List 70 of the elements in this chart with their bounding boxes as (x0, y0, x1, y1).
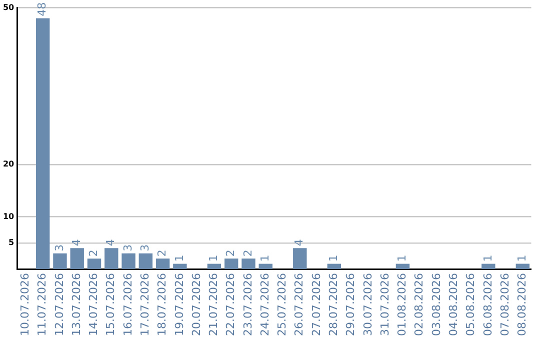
bar (242, 258, 256, 270)
data-label: 3 (52, 244, 66, 252)
x-tick-label: 08.08.2026 (516, 273, 529, 336)
x-tick-label: 12.07.2026 (52, 273, 66, 336)
x-tick-label: 07.08.2026 (498, 273, 512, 336)
x-tick-label: 05.08.2026 (464, 273, 478, 336)
data-label: 1 (207, 254, 220, 262)
data-label: 2 (156, 250, 169, 257)
bar (258, 264, 272, 270)
data-label: 4 (70, 239, 83, 246)
x-tick-label: 01.08.2026 (396, 273, 409, 336)
x-tick-label: 23.07.2026 (241, 273, 254, 336)
bar (87, 258, 102, 270)
x-tick-label: 20.07.2026 (190, 273, 203, 336)
x-tick-label: 03.08.2026 (430, 273, 443, 336)
data-label: 1 (396, 254, 409, 262)
x-tick-label: 04.08.2026 (446, 273, 460, 336)
bar (516, 264, 530, 270)
x-tick-label: 31.07.2026 (378, 273, 392, 336)
bar (36, 18, 50, 270)
bar (327, 264, 342, 270)
data-label: 3 (138, 244, 152, 252)
data-label: 1 (481, 254, 494, 262)
data-label: 2 (87, 250, 100, 257)
y-tick-label: 20 (2, 160, 15, 169)
data-label: 4 (104, 239, 118, 246)
y-tick-label: 5 (8, 238, 15, 247)
x-tick-label: 25.07.2026 (276, 273, 289, 336)
x-tick-label: 19.07.2026 (172, 273, 186, 336)
bar (138, 253, 153, 270)
data-label: 3 (121, 244, 134, 252)
x-tick-label: 10.07.2026 (18, 273, 32, 336)
data-label: 1 (327, 254, 340, 262)
x-tick-label: 14.07.2026 (87, 273, 100, 336)
bar (293, 248, 307, 270)
x-tick-label: 16.07.2026 (121, 273, 134, 336)
bar (396, 264, 410, 270)
x-tick-label: 22.07.2026 (224, 273, 238, 336)
x-tick-label: 11.07.2026 (36, 273, 49, 336)
data-label: 2 (224, 250, 238, 257)
bar (207, 264, 222, 270)
y-tick-label: 50 (2, 2, 15, 12)
x-tick-label: 06.08.2026 (481, 273, 494, 336)
x-tick-label: 24.07.2026 (258, 273, 272, 336)
bar (173, 264, 187, 270)
data-label: 1 (516, 254, 529, 262)
data-label: 48 (36, 2, 49, 16)
bar (156, 258, 170, 270)
x-tick-label: 02.08.2026 (412, 273, 426, 336)
x-tick-label: 21.07.2026 (207, 273, 220, 336)
x-tick-label: 27.07.2026 (310, 273, 323, 336)
x-tick-label: 18.07.2026 (156, 273, 169, 336)
y-tick-label: 10 (2, 212, 15, 221)
bar (53, 253, 67, 270)
x-tick-label: 13.07.2026 (70, 273, 83, 336)
x-tick-label: 30.07.2026 (361, 273, 374, 336)
bar (70, 248, 84, 270)
bar (224, 258, 238, 270)
bar (122, 253, 136, 270)
bar (104, 248, 118, 270)
data-label: 1 (258, 254, 272, 262)
data-label: 2 (241, 250, 254, 257)
x-tick-label: 17.07.2026 (138, 273, 152, 336)
data-label: 1 (172, 254, 186, 262)
data-label: 4 (292, 239, 306, 246)
x-tick-label: 26.07.2026 (292, 273, 306, 336)
x-tick-label: 28.07.2026 (327, 273, 340, 336)
bar (482, 264, 496, 270)
x-tick-label: 15.07.2026 (104, 273, 118, 336)
x-tick-label: 29.07.2026 (344, 273, 358, 336)
